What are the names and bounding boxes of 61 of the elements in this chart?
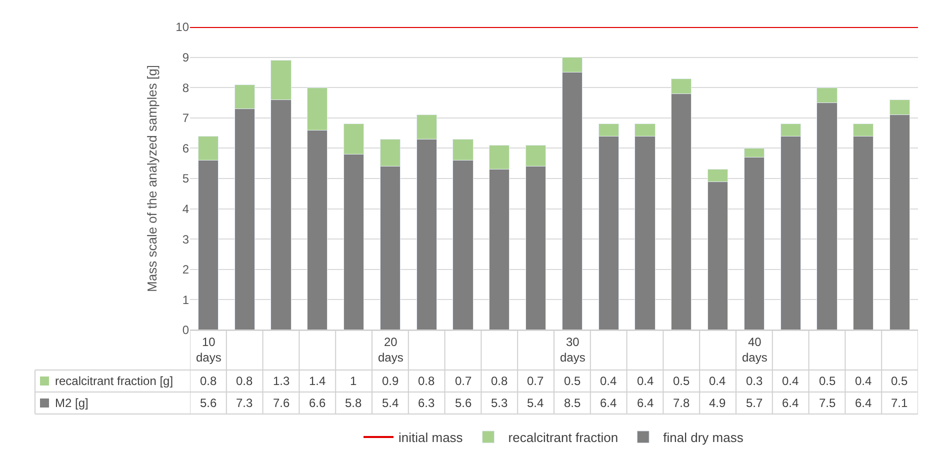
data-label: 0.8 [236,374,254,388]
data-label: 7.3 [236,396,254,410]
y-tick-label: 4 [182,202,190,216]
y-tick-label: 0 [182,323,190,338]
data-label: 6.4 [855,396,872,410]
data-label: 7.1 [891,396,908,410]
data-label: 5.6 [455,396,472,410]
data-label: 0.8 [418,374,436,388]
data-label: 0.5 [673,374,690,388]
data-label: 7.5 [819,396,836,410]
data-label: 0.4 [600,374,618,388]
data-label: 5.8 [345,396,362,410]
data-label: 5.7 [746,396,764,410]
data-label: 0.3 [746,374,764,388]
text: M2 [g] [55,396,88,410]
data-label: 0.8 [200,374,218,388]
y-tick-label: 5 [182,172,190,186]
data-label: 6.3 [418,396,436,410]
data-label: 0.5 [819,374,836,388]
data-label: 0.9 [382,374,400,388]
data-label: 0.4 [782,374,800,388]
y-tick-label: 1 [182,292,190,307]
data-label: 7.8 [673,396,690,410]
data-label: 5.3 [491,396,508,410]
y-tick-label: 6 [182,141,190,156]
data-label: 0.5 [891,374,908,388]
y-tick-label: 3 [182,232,190,246]
data-label: 5.4 [527,396,544,410]
data-label: 8.5 [564,396,582,410]
data-label: 6.4 [600,396,618,410]
y-tick-label: 2 [182,262,190,277]
data-label: 1.4 [309,374,326,388]
x-tick-label: 10 days [196,335,222,365]
data-label: 6.6 [309,396,326,410]
data-label: 1.3 [273,374,290,388]
data-label: 0.8 [491,374,508,388]
data-label: 7.6 [273,396,290,410]
text: recalcitrant fraction [g] [55,374,174,388]
y-tick-label: 8 [182,80,190,95]
data-label: 4.9 [709,396,726,410]
data-label: 0.4 [637,374,654,388]
data-label: 0.7 [527,374,544,388]
x-tick-label: 20 days [378,335,404,365]
y-tick-label: 7 [182,111,190,126]
legend-label: final dry mass [663,430,744,446]
data-label: 0.7 [455,374,472,388]
data-label: 0.4 [855,374,872,388]
data-label: 0.5 [564,374,582,388]
legend-label: recalcitrant fraction [508,430,618,446]
legend-label: initial mass [398,430,464,446]
data-label: 1 [350,374,357,388]
data-label: 6.4 [782,396,800,410]
data-label: 5.4 [382,396,400,410]
data-label: 6.4 [637,396,654,410]
y-tick-label: 9 [182,50,190,64]
y-axis-title: Mass scale of the analyzed samples [g] [144,65,160,292]
data-label: 0.4 [709,374,726,388]
y-tick-label: 10 [176,20,190,34]
x-tick-label: 40 days [742,335,768,365]
x-tick-label: 30 days [560,335,586,365]
data-label: 5.6 [200,396,218,410]
